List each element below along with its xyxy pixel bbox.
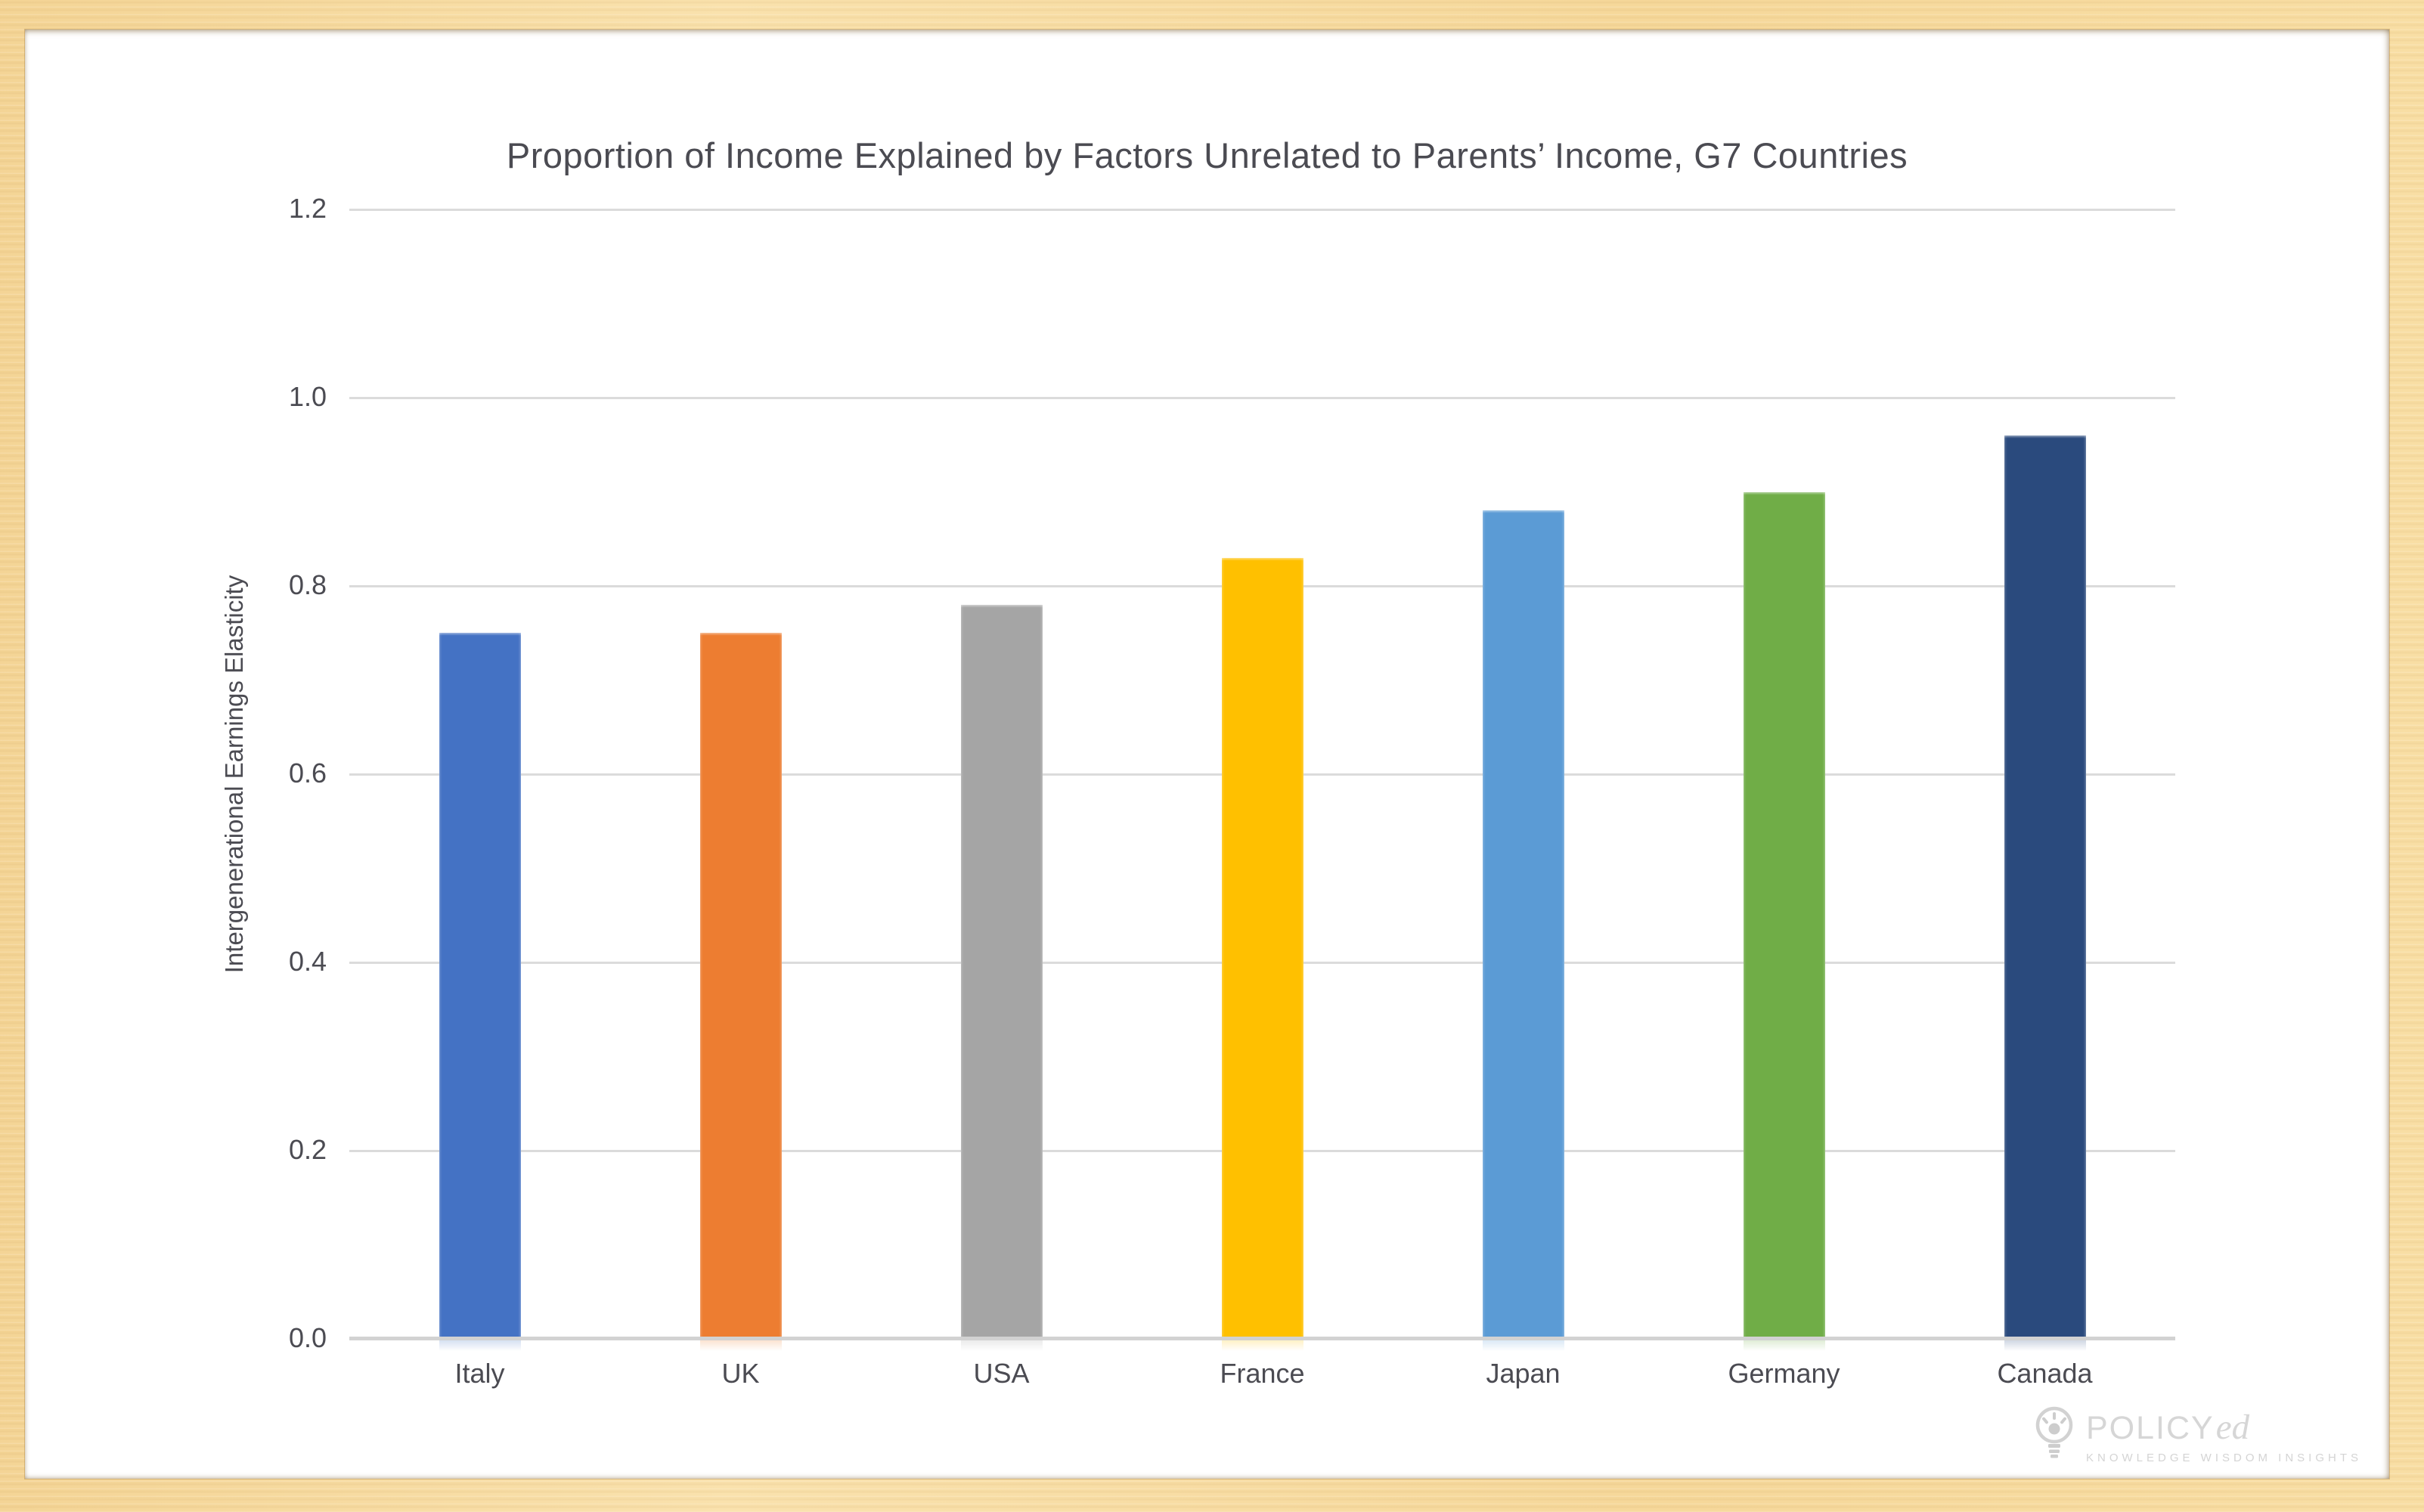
x-label-usa: USA: [973, 1358, 1030, 1389]
bar-face-uk: [700, 633, 782, 1339]
gridline-1.2: [349, 208, 2175, 211]
chart-panel: Proportion of Income Explained by Factor…: [25, 29, 2389, 1479]
y-tick-label-1.2: 1.2: [288, 193, 327, 224]
y-tick-label-0.2: 0.2: [288, 1134, 327, 1165]
gridline-1.0: [349, 396, 2175, 399]
bar-reflection-germany: [1743, 1339, 1825, 1351]
bar-usa: [960, 604, 1043, 1351]
x-label-germany: Germany: [1728, 1358, 1840, 1389]
bar-reflection-canada: [2004, 1339, 2086, 1351]
plot-area: [349, 208, 2175, 1351]
bar-reflection-italy: [439, 1339, 521, 1351]
y-tick-label-0.6: 0.6: [288, 758, 327, 789]
bar-reflection-japan: [1482, 1339, 1564, 1351]
bar-france: [1221, 557, 1303, 1351]
x-label-italy: Italy: [454, 1358, 505, 1389]
bar-uk: [699, 633, 782, 1351]
x-label-uk: UK: [721, 1358, 760, 1389]
bar-face-canada: [2004, 435, 2086, 1339]
y-tick-label-0.0: 0.0: [288, 1322, 327, 1353]
bar-reflection-usa: [960, 1339, 1043, 1351]
bar-face-germany: [1744, 492, 1825, 1340]
logo-tagline: KNOWLEDGE WISDOM INSIGHTS: [2085, 1451, 2362, 1464]
bar-face-usa: [961, 605, 1043, 1339]
y-tick-label-1.0: 1.0: [288, 381, 327, 412]
bar-face-japan: [1483, 510, 1564, 1339]
bar-italy: [439, 633, 521, 1351]
x-label-japan: Japan: [1486, 1358, 1561, 1389]
bar-reflection-france: [1221, 1339, 1303, 1351]
y-tick-label-0.4: 0.4: [288, 946, 327, 977]
y-tick-label-0.8: 0.8: [288, 569, 327, 600]
x-label-canada: Canada: [1997, 1358, 2093, 1389]
chart-title: Proportion of Income Explained by Factor…: [506, 135, 1908, 175]
logo-text: POLICY ed KNOWLEDGE WISDOM INSIGHTS: [2085, 1407, 2362, 1464]
logo-brand-suffix: ed: [2215, 1407, 2250, 1447]
bar-reflection-uk: [699, 1339, 782, 1351]
bar-canada: [2004, 435, 2086, 1351]
bar-face-france: [1222, 558, 1303, 1339]
x-axis-baseline: [349, 1337, 2175, 1340]
bar-germany: [1743, 491, 1825, 1351]
bar-japan: [1482, 510, 1564, 1351]
policyed-logo: POLICY ed KNOWLEDGE WISDOM INSIGHTS: [2035, 1405, 2362, 1468]
x-label-france: France: [1220, 1358, 1305, 1389]
lightbulb-icon: [2035, 1405, 2074, 1468]
logo-brand: POLICY: [2085, 1409, 2215, 1446]
bar-face-italy: [439, 633, 521, 1339]
